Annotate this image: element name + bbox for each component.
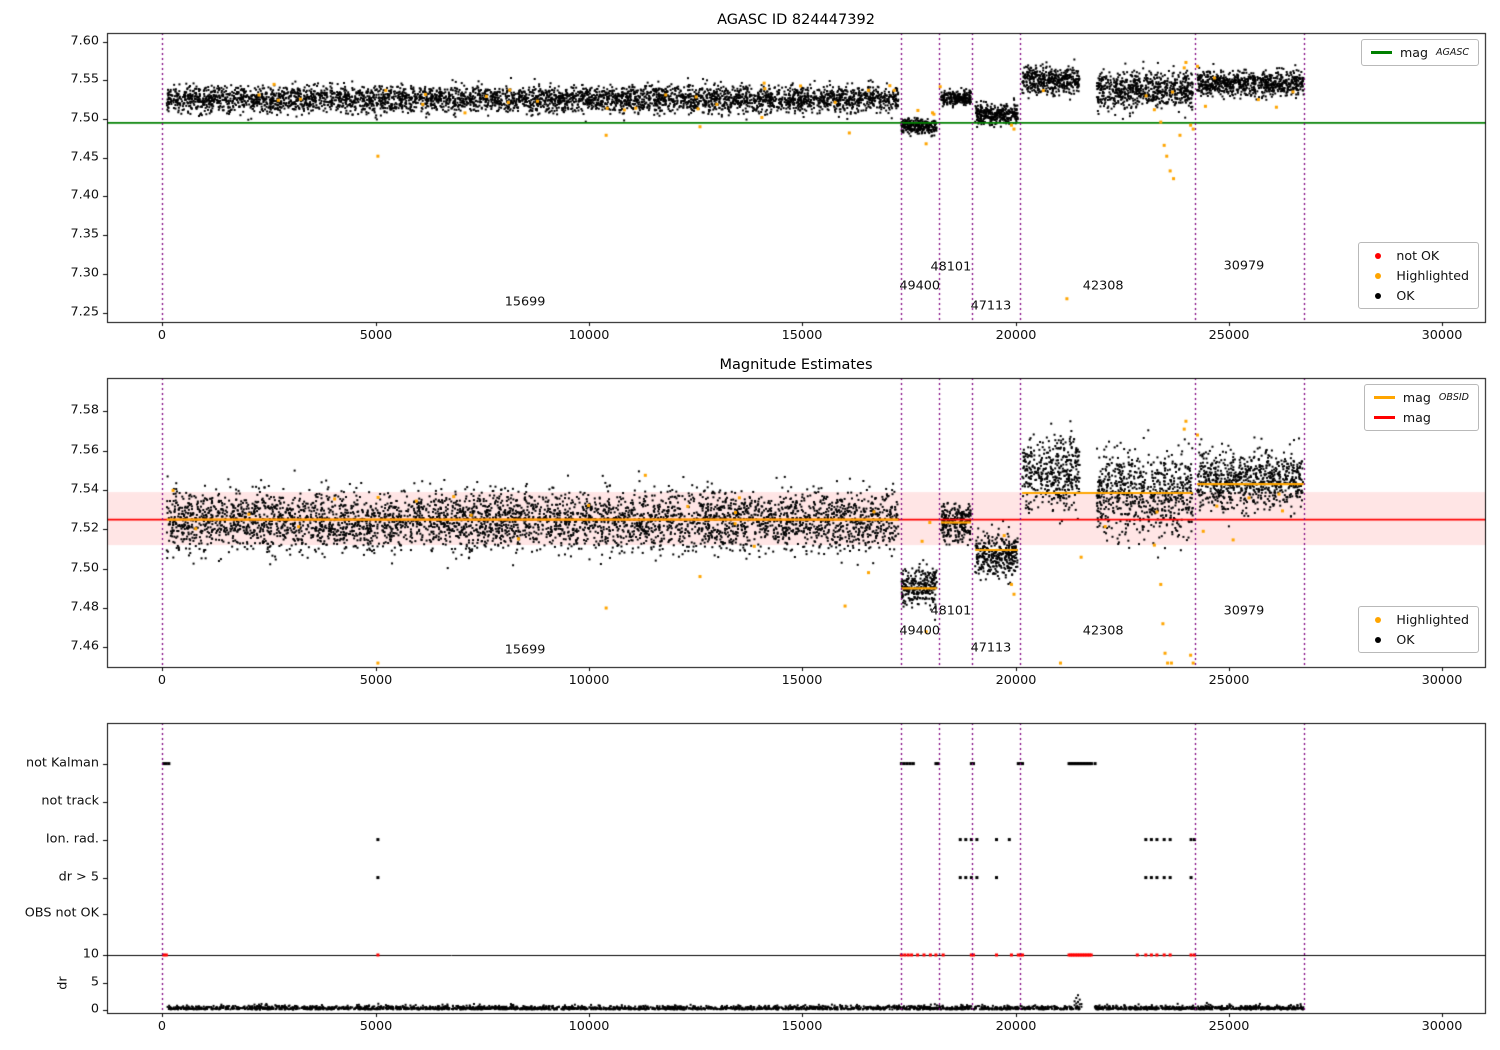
legend-item: mag bbox=[1373, 410, 1469, 425]
flag-row-label: OBS not OK bbox=[24, 906, 99, 922]
y-tick-label: 7.35 bbox=[70, 226, 100, 242]
legend-item: mag AGASC bbox=[1370, 45, 1469, 60]
legend-dot-swatch-0 bbox=[1375, 616, 1382, 623]
dr-tick-label: 0 bbox=[90, 1001, 99, 1017]
x-tick-label: 10000 bbox=[568, 328, 610, 343]
obsid-annotation: 47113 bbox=[970, 640, 1012, 656]
y-tick-label: 7.30 bbox=[70, 265, 100, 281]
y-tick-label: 7.46 bbox=[70, 638, 100, 654]
x-tick-label: 0 bbox=[157, 673, 167, 688]
x-tick-label: 5000 bbox=[359, 673, 393, 688]
x-tick-label: 0 bbox=[157, 1019, 167, 1034]
legend-item: mag OBSID bbox=[1373, 390, 1469, 405]
legend-item-label-subscript: OBSID bbox=[1438, 392, 1469, 403]
legend-item: OK bbox=[1368, 288, 1469, 303]
dr-axis-label: dr bbox=[55, 975, 71, 990]
x-tick-label: 25000 bbox=[1208, 673, 1250, 688]
x-tick-label: 25000 bbox=[1208, 328, 1250, 343]
legend-item: Highlighted bbox=[1368, 612, 1469, 627]
flag-row-label: dr > 5 bbox=[58, 869, 99, 885]
y-tick-label: 7.55 bbox=[70, 71, 100, 87]
flag-row-label: not Kalman bbox=[25, 755, 99, 771]
y-tick-label: 7.54 bbox=[70, 481, 100, 497]
legend: mag AGASC bbox=[1360, 39, 1479, 66]
obsid-annotation: 49400 bbox=[899, 623, 941, 639]
legend-line-swatch-0 bbox=[1373, 396, 1395, 399]
y-tick-label: 7.40 bbox=[70, 187, 100, 203]
legend-dot-swatch-1 bbox=[1375, 272, 1382, 279]
x-tick-label: 30000 bbox=[1421, 1019, 1463, 1034]
dr-tick-label: 5 bbox=[90, 974, 99, 990]
x-tick-label: 25000 bbox=[1208, 1019, 1250, 1034]
legend-item-label: OK bbox=[1396, 632, 1415, 647]
legend-item-label-subscript: AGASC bbox=[1435, 47, 1469, 58]
y-tick-label: 7.45 bbox=[70, 149, 100, 165]
obsid-annotation: 30979 bbox=[1223, 603, 1265, 619]
x-tick-label: 10000 bbox=[568, 673, 610, 688]
y-tick-label: 7.52 bbox=[70, 520, 100, 536]
flag-row-label: not track bbox=[41, 793, 99, 809]
x-tick-label: 30000 bbox=[1421, 673, 1463, 688]
plot-title: AGASC ID 824447392 bbox=[717, 12, 875, 28]
legend-item-label: not OK bbox=[1396, 248, 1440, 263]
x-tick-label: 20000 bbox=[995, 328, 1037, 343]
legend: mag OBSID mag bbox=[1363, 384, 1479, 431]
y-tick-label: 7.48 bbox=[70, 599, 100, 615]
y-tick-label: 7.50 bbox=[70, 560, 100, 576]
x-tick-label: 30000 bbox=[1421, 328, 1463, 343]
obsid-annotation: 49400 bbox=[899, 278, 941, 294]
legend-dot-swatch-0 bbox=[1375, 252, 1382, 259]
legend-dot-swatch-2 bbox=[1375, 292, 1382, 299]
x-tick-label: 5000 bbox=[359, 328, 393, 343]
legend-line-swatch-0 bbox=[1370, 51, 1392, 54]
legend-item-label: OK bbox=[1396, 288, 1415, 303]
obsid-annotation: 48101 bbox=[930, 603, 972, 619]
legend: not OK Highlighted OK bbox=[1358, 242, 1479, 309]
legend-item: Highlighted bbox=[1368, 268, 1469, 283]
obsid-annotation: 30979 bbox=[1223, 258, 1265, 274]
obsid-annotation: 15699 bbox=[504, 294, 546, 310]
legend-dot-swatch-1 bbox=[1375, 636, 1382, 643]
flag-row-label: Ion. rad. bbox=[45, 831, 99, 847]
x-tick-label: 15000 bbox=[781, 328, 823, 343]
x-tick-label: 0 bbox=[157, 328, 167, 343]
obsid-annotation: 15699 bbox=[504, 642, 546, 658]
y-tick-label: 7.58 bbox=[70, 402, 100, 418]
legend-item-label: Highlighted bbox=[1396, 612, 1469, 627]
obsid-annotation: 42308 bbox=[1082, 278, 1124, 294]
legend: Highlighted OK bbox=[1358, 606, 1479, 653]
legend-line-swatch-1 bbox=[1373, 416, 1395, 419]
x-tick-label: 20000 bbox=[995, 1019, 1037, 1034]
plot-title: Magnitude Estimates bbox=[719, 357, 873, 373]
y-tick-label: 7.50 bbox=[70, 110, 100, 126]
y-tick-label: 7.25 bbox=[70, 304, 100, 320]
x-tick-label: 20000 bbox=[995, 673, 1037, 688]
legend-item-label: mag bbox=[1399, 45, 1428, 60]
x-tick-label: 15000 bbox=[781, 673, 823, 688]
x-tick-label: 10000 bbox=[568, 1019, 610, 1034]
legend-item-label: Highlighted bbox=[1396, 268, 1469, 283]
obsid-annotation: 42308 bbox=[1082, 623, 1124, 639]
x-tick-label: 5000 bbox=[359, 1019, 393, 1034]
obsid-annotation: 48101 bbox=[930, 259, 972, 275]
dr-tick-label: 10 bbox=[82, 946, 99, 962]
legend-item-label: mag bbox=[1402, 390, 1431, 405]
x-tick-label: 15000 bbox=[781, 1019, 823, 1034]
y-tick-label: 7.56 bbox=[70, 442, 100, 458]
legend-item: OK bbox=[1368, 632, 1469, 647]
legend-item: not OK bbox=[1368, 248, 1469, 263]
obsid-annotation: 47113 bbox=[970, 298, 1012, 314]
y-tick-label: 7.60 bbox=[70, 33, 100, 49]
legend-item-label: mag bbox=[1402, 410, 1431, 425]
